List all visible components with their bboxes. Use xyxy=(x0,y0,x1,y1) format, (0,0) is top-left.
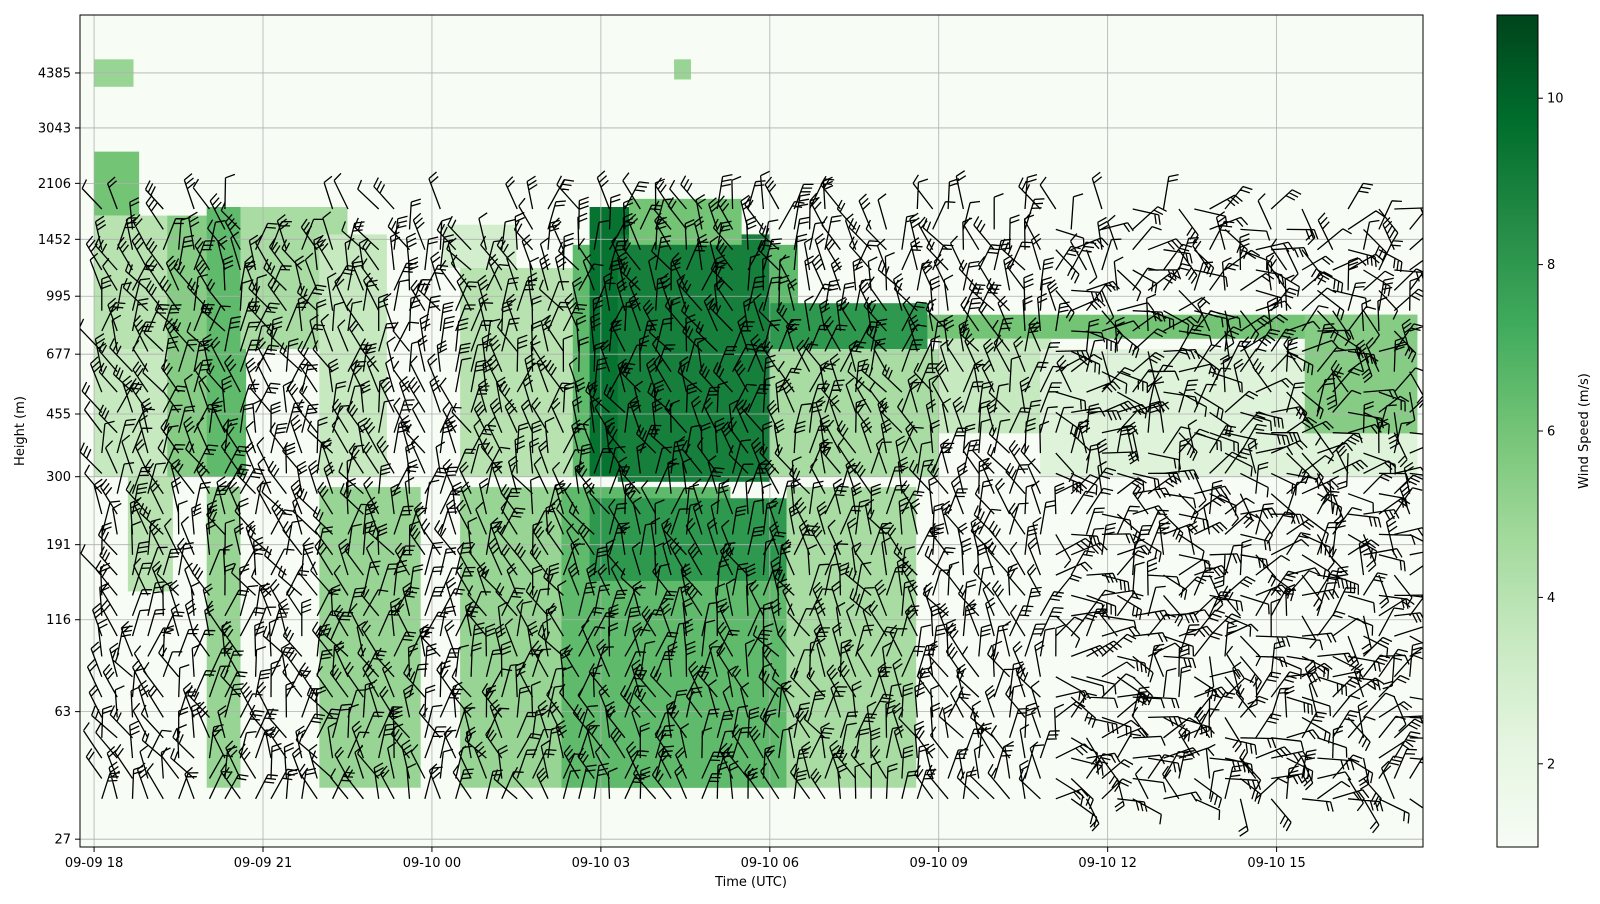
colorbar-tick-label: 8 xyxy=(1547,258,1555,273)
y-tick-label: 2106 xyxy=(38,177,71,192)
y-axis-label: Height (m) xyxy=(13,396,28,466)
y-tick-label: 1452 xyxy=(38,233,71,248)
wind-speed-cell xyxy=(460,487,573,788)
x-tick-label: 09-10 09 xyxy=(910,856,968,871)
x-axis-label: Time (UTC) xyxy=(714,875,787,890)
y-tick-label: 995 xyxy=(46,290,71,305)
colorbar xyxy=(1496,14,1539,848)
x-tick-label: 09-10 00 xyxy=(403,856,461,871)
plot-frame xyxy=(79,14,1424,848)
wind-speed-cell xyxy=(769,349,939,477)
x-tick-label: 09-09 18 xyxy=(65,856,123,871)
colorbar-tick-label: 6 xyxy=(1547,425,1555,440)
y-tick-label: 677 xyxy=(46,348,71,363)
x-tick-label: 09-10 15 xyxy=(1247,856,1305,871)
y-tick-label: 116 xyxy=(46,613,71,628)
y-tick-label: 3043 xyxy=(38,121,71,136)
y-tick-label: 4385 xyxy=(38,66,71,81)
wind-speed-cell xyxy=(319,234,387,477)
wind-speed-cell xyxy=(769,303,928,350)
x-tick-label: 09-10 12 xyxy=(1078,856,1136,871)
wind-barbs-layer xyxy=(80,170,1423,837)
colorbar-label: Wind Speed (m/s) xyxy=(1577,373,1592,489)
x-tick-label: 09-09 21 xyxy=(234,856,292,871)
y-tick-label: 27 xyxy=(54,833,71,848)
y-axis-ticks: 27 63 116 191 300 455 677 995 1452 2106 3043 4385 xyxy=(38,66,80,848)
y-tick-label: 300 xyxy=(46,470,71,485)
colorbar-tick-label: 4 xyxy=(1547,591,1555,606)
y-tick-label: 455 xyxy=(46,408,71,423)
wind-speed-cell xyxy=(460,268,573,477)
x-axis-ticks: 09-09 18 09-09 21 09-10 00 09-10 03 09-10 06… xyxy=(65,847,1306,871)
wind-barbs xyxy=(80,170,1423,837)
x-tick-label: 09-10 06 xyxy=(741,856,799,871)
colorbar-tick-label: 10 xyxy=(1547,92,1564,107)
wind-speed-cell xyxy=(589,581,787,788)
wind-speed-cell xyxy=(674,59,691,80)
colorbar-ticks: 2 4 6 8 10 xyxy=(1538,92,1564,772)
colorbar-tick-label: 2 xyxy=(1547,757,1555,772)
y-tick-label: 63 xyxy=(54,705,71,720)
x-tick-label: 09-10 03 xyxy=(572,856,630,871)
y-tick-label: 191 xyxy=(46,538,71,553)
